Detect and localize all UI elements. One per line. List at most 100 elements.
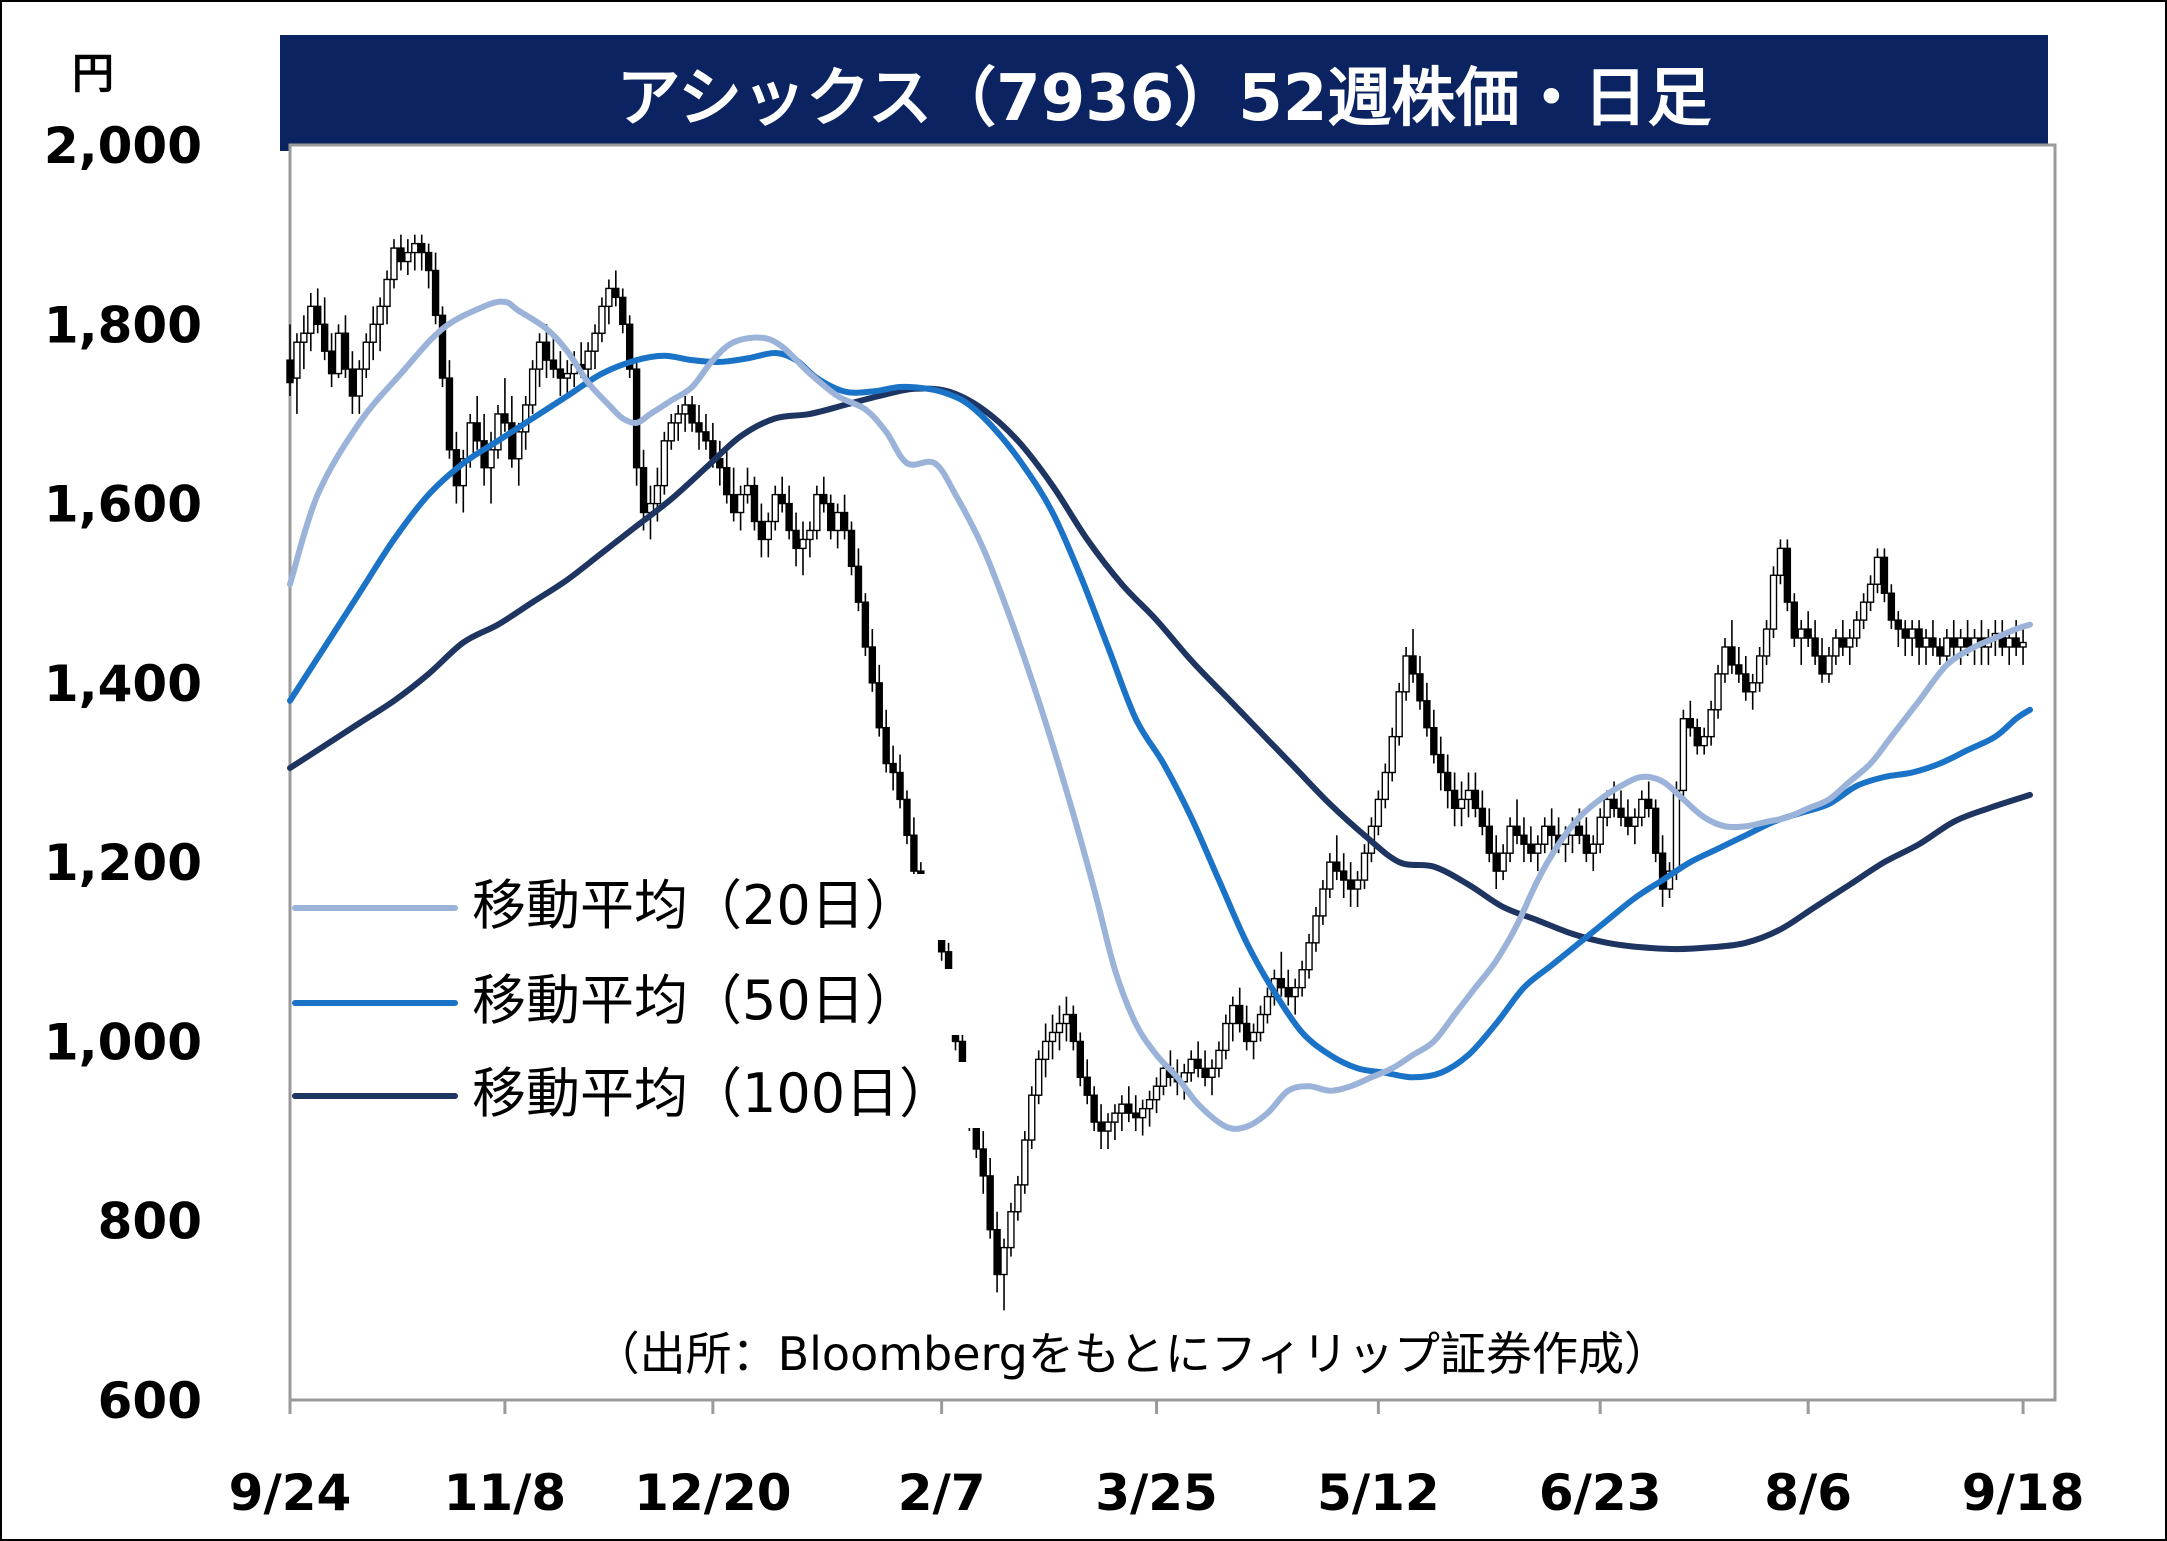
- candle-body: [1693, 726, 1701, 747]
- candle-body: [1825, 655, 1833, 675]
- candlestick: [757, 503, 766, 558]
- y-tick-label: 800: [98, 1193, 202, 1251]
- candlestick: [431, 252, 440, 325]
- candlestick: [1450, 772, 1459, 827]
- candle-body: [473, 422, 481, 442]
- candlestick: [1187, 1050, 1195, 1082]
- candle-body: [653, 484, 662, 505]
- candle-body: [827, 502, 835, 532]
- candlestick: [868, 629, 877, 692]
- candlestick: [1908, 620, 1916, 656]
- candle-body: [293, 341, 301, 379]
- candlestick: [1028, 1086, 1036, 1149]
- y-tick-label: 2,000: [44, 117, 202, 175]
- candlestick: [813, 485, 821, 540]
- candle-body: [1513, 825, 1521, 836]
- candlestick: [1236, 987, 1244, 1033]
- candlestick: [695, 404, 703, 450]
- candle-body: [840, 511, 849, 532]
- candlestick: [1208, 1059, 1216, 1096]
- candlestick: [716, 440, 724, 486]
- candle-body: [1638, 798, 1646, 819]
- candle-body: [1159, 1067, 1168, 1087]
- candle-body: [563, 372, 571, 379]
- candlestick: [1534, 835, 1542, 872]
- candlestick: [598, 297, 606, 343]
- candlestick: [1658, 835, 1667, 907]
- legend-entry-ma20: 移動平均（20日）: [292, 874, 982, 940]
- candle-body: [1790, 601, 1799, 639]
- candle-body: [383, 278, 391, 308]
- candle-body: [1118, 1103, 1126, 1114]
- plot-area: [288, 143, 2057, 1402]
- candlestick: [1499, 844, 1507, 881]
- candlestick: [362, 333, 370, 379]
- candle-body: [341, 332, 350, 370]
- x-tick-label: 3/25: [1095, 1464, 1218, 1522]
- candlestick: [1256, 1005, 1265, 1042]
- candlestick: [1298, 960, 1306, 997]
- candle-body: [1062, 1013, 1071, 1025]
- candle-body: [320, 323, 329, 352]
- candlestick: [1409, 629, 1417, 683]
- candlestick: [729, 467, 738, 522]
- x-tick-label: 8/6: [1764, 1464, 1852, 1522]
- candlestick: [1249, 1023, 1258, 1060]
- candlestick: [1145, 1090, 1154, 1127]
- candle-body: [750, 484, 759, 523]
- candle-body: [1818, 655, 1826, 675]
- candle-body: [1735, 664, 1743, 675]
- candlestick: [1922, 629, 1930, 665]
- candlestick: [1346, 862, 1355, 907]
- x-tick-label: 6/23: [1539, 1464, 1662, 1522]
- legend-label: 移動平均（50日）: [472, 969, 919, 1032]
- candle-body: [993, 1228, 1001, 1276]
- candlestick: [785, 485, 793, 540]
- candlestick: [1950, 620, 1958, 656]
- candlestick: [1852, 611, 1861, 647]
- candlestick: [1305, 933, 1313, 979]
- candle-body: [1319, 888, 1327, 917]
- candle-body: [1582, 834, 1591, 854]
- candlestick: [1749, 673, 1757, 710]
- candlestick: [1693, 718, 1701, 755]
- candlestick: [799, 521, 807, 576]
- candlestick: [688, 396, 696, 432]
- candle-body: [1104, 1121, 1112, 1132]
- candle-body: [424, 251, 433, 272]
- candle-body: [681, 404, 689, 415]
- candlestick: [1090, 1086, 1098, 1132]
- candle-body: [528, 368, 537, 406]
- candlestick: [764, 512, 773, 558]
- candlestick: [833, 503, 842, 549]
- candlestick: [535, 333, 544, 388]
- candle-body: [632, 368, 641, 469]
- candle-body: [868, 646, 877, 684]
- candle-body: [584, 350, 592, 370]
- y-tick-label: 1,600: [44, 476, 202, 534]
- candlestick: [1125, 1086, 1133, 1123]
- candlestick: [1547, 808, 1556, 854]
- candle-body: [1873, 556, 1882, 585]
- candlestick: [494, 404, 502, 459]
- candle-body: [1852, 619, 1861, 639]
- candlestick: [1138, 1099, 1147, 1136]
- candlestick: [1956, 629, 1965, 665]
- candle-body: [688, 404, 696, 424]
- candlestick: [1929, 620, 1937, 656]
- candlestick: [1457, 781, 1466, 827]
- candle-body: [1769, 574, 1778, 630]
- candle-body: [1083, 1076, 1091, 1096]
- candle-body: [1263, 995, 1272, 1016]
- candlestick: [1437, 736, 1445, 791]
- moving-average-lines: [287, 298, 2033, 1132]
- candle-body: [1471, 789, 1480, 810]
- candlestick: [1055, 1005, 1064, 1051]
- candlestick: [1263, 987, 1272, 1024]
- candle-body: [882, 726, 890, 765]
- candlestick: [1014, 1175, 1022, 1221]
- candlestick: [1222, 1014, 1230, 1060]
- candlestick: [1936, 638, 1944, 665]
- candle-body: [598, 305, 606, 334]
- candle-body: [1901, 628, 1909, 639]
